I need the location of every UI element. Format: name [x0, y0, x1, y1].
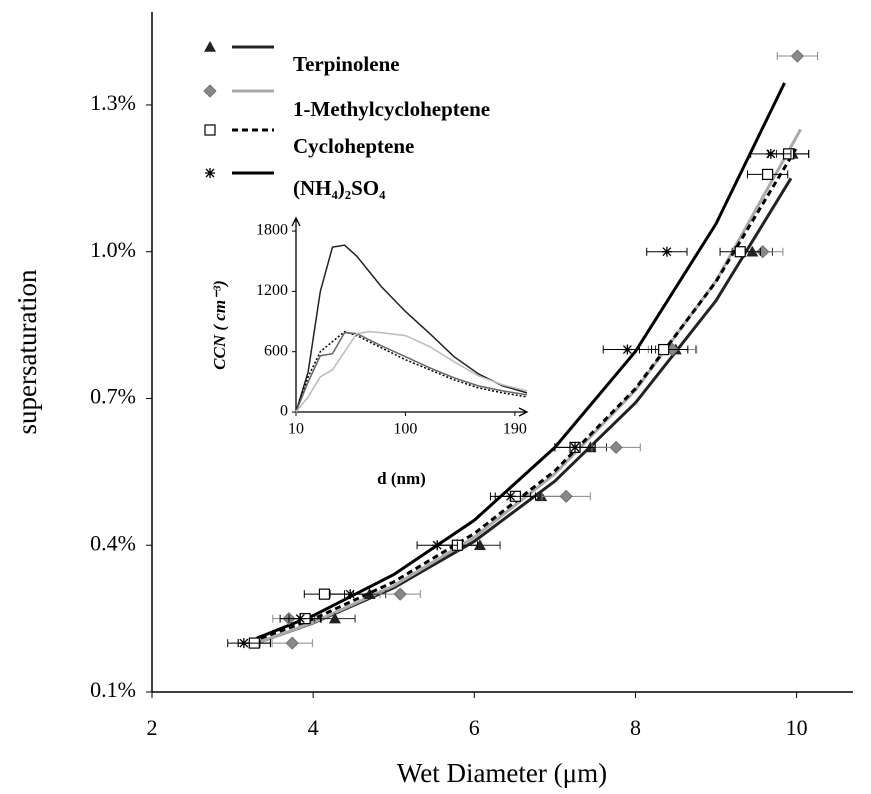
legend-marker: [204, 41, 216, 52]
y-axis-title: supersaturation: [12, 269, 42, 434]
inset-x-tick-label: 100: [393, 421, 417, 438]
x-axis-title: Wet Diameter (μm): [397, 758, 607, 788]
x-tick-label: 4: [308, 715, 319, 740]
point: [761, 168, 774, 181]
legend-marker: [203, 84, 217, 98]
legend-marker: [205, 168, 215, 178]
point: [658, 343, 670, 356]
point: [328, 612, 341, 624]
point: [318, 588, 331, 600]
point: [393, 587, 407, 601]
legend-marker: [204, 124, 216, 136]
y-tick-label: 0.7%: [90, 384, 136, 409]
point: [661, 246, 672, 257]
legend-label: (NH₄)₂SO₄: [293, 176, 386, 200]
point: [559, 489, 573, 503]
point: [756, 245, 770, 259]
point: [535, 490, 548, 502]
inset-line: [295, 330, 528, 413]
y-tick-label: 0.4%: [90, 530, 136, 555]
inset-line: [295, 330, 528, 413]
inset-x-axis: [296, 407, 529, 417]
x-tick-label: 2: [147, 715, 158, 740]
point: [345, 589, 356, 600]
y-tick-label: 0.1%: [90, 677, 136, 702]
point: [622, 344, 633, 355]
point: [790, 49, 804, 63]
point: [505, 491, 516, 502]
inset-x-tick-label: 190: [503, 421, 527, 438]
point: [432, 540, 443, 551]
point: [765, 148, 776, 159]
fit-curve: [260, 148, 798, 640]
point: [734, 246, 746, 258]
inset-y-axis: [291, 216, 301, 412]
legend-label: 1-Methylcycloheptene: [293, 97, 490, 121]
point: [285, 636, 299, 650]
inset-y-tick-label: 1200: [256, 282, 288, 299]
inset-y-title: CCN ( cm⁻³): [210, 280, 229, 370]
point: [584, 441, 597, 453]
inset-y-tick-label: 1800: [256, 222, 288, 239]
inset-y-tick-label: 600: [264, 342, 288, 359]
legend-label: Cycloheptene: [293, 134, 414, 158]
x-tick-label: 10: [786, 715, 808, 740]
point: [570, 442, 581, 453]
point: [609, 440, 623, 454]
point: [238, 638, 249, 649]
legend-label: Terpinolene: [293, 52, 400, 76]
point: [746, 245, 759, 257]
inset-x-tick-label: 10: [288, 421, 304, 438]
inset-line: [295, 331, 528, 413]
point: [295, 613, 306, 624]
x-tick-label: 6: [469, 715, 480, 740]
x-tick-label: 8: [630, 715, 641, 740]
inset-x-title: d (nm): [377, 469, 426, 488]
inset-background: [296, 218, 527, 412]
point: [363, 588, 376, 599]
y-tick-label: 1.0%: [90, 237, 136, 262]
inset-line: [295, 244, 528, 413]
point: [473, 539, 486, 551]
y-tick-label: 1.3%: [90, 90, 136, 115]
fit-curve: [256, 82, 786, 640]
inset-y-tick-label: 0: [280, 403, 288, 420]
fit-curve: [256, 128, 802, 645]
